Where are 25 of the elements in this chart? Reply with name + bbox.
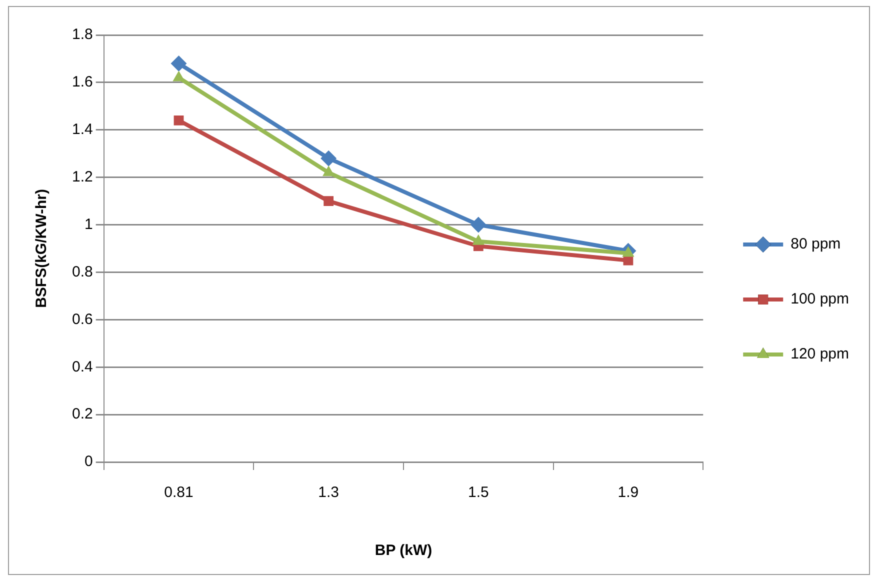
point xyxy=(324,196,334,206)
x-tick-label: 1.5 xyxy=(468,484,489,502)
y-tick-label: 1.2 xyxy=(72,168,93,186)
legend-label: 80 ppm xyxy=(790,236,841,253)
y-tick-label: 0.4 xyxy=(72,358,93,376)
y-tick-label: 1.6 xyxy=(72,74,93,91)
y-tick-label: 1.4 xyxy=(72,121,93,138)
point xyxy=(172,70,185,82)
point xyxy=(174,115,184,126)
x-tick-label: 1.3 xyxy=(318,484,340,502)
y-tick-label: 0.6 xyxy=(72,310,93,328)
x-axis-title: BP (kW) xyxy=(374,542,432,560)
y-tick-label: 0.8 xyxy=(72,263,93,280)
point xyxy=(320,150,337,166)
y-tick-label: 0.2 xyxy=(72,406,93,423)
legend-label: 100 ppm xyxy=(790,290,849,308)
x-tick-label: 1.9 xyxy=(618,484,639,502)
y-axis-title: BSFS(kG/KW-hr) xyxy=(33,189,50,308)
point xyxy=(170,55,187,72)
y-tick-label: 0 xyxy=(84,453,93,470)
x-tick-label: 0.81 xyxy=(164,484,194,502)
y-tick-label: 1 xyxy=(84,216,93,233)
y-tick-label: 1.8 xyxy=(72,26,93,44)
legend-label: 120 ppm xyxy=(790,346,849,363)
point xyxy=(470,216,486,233)
